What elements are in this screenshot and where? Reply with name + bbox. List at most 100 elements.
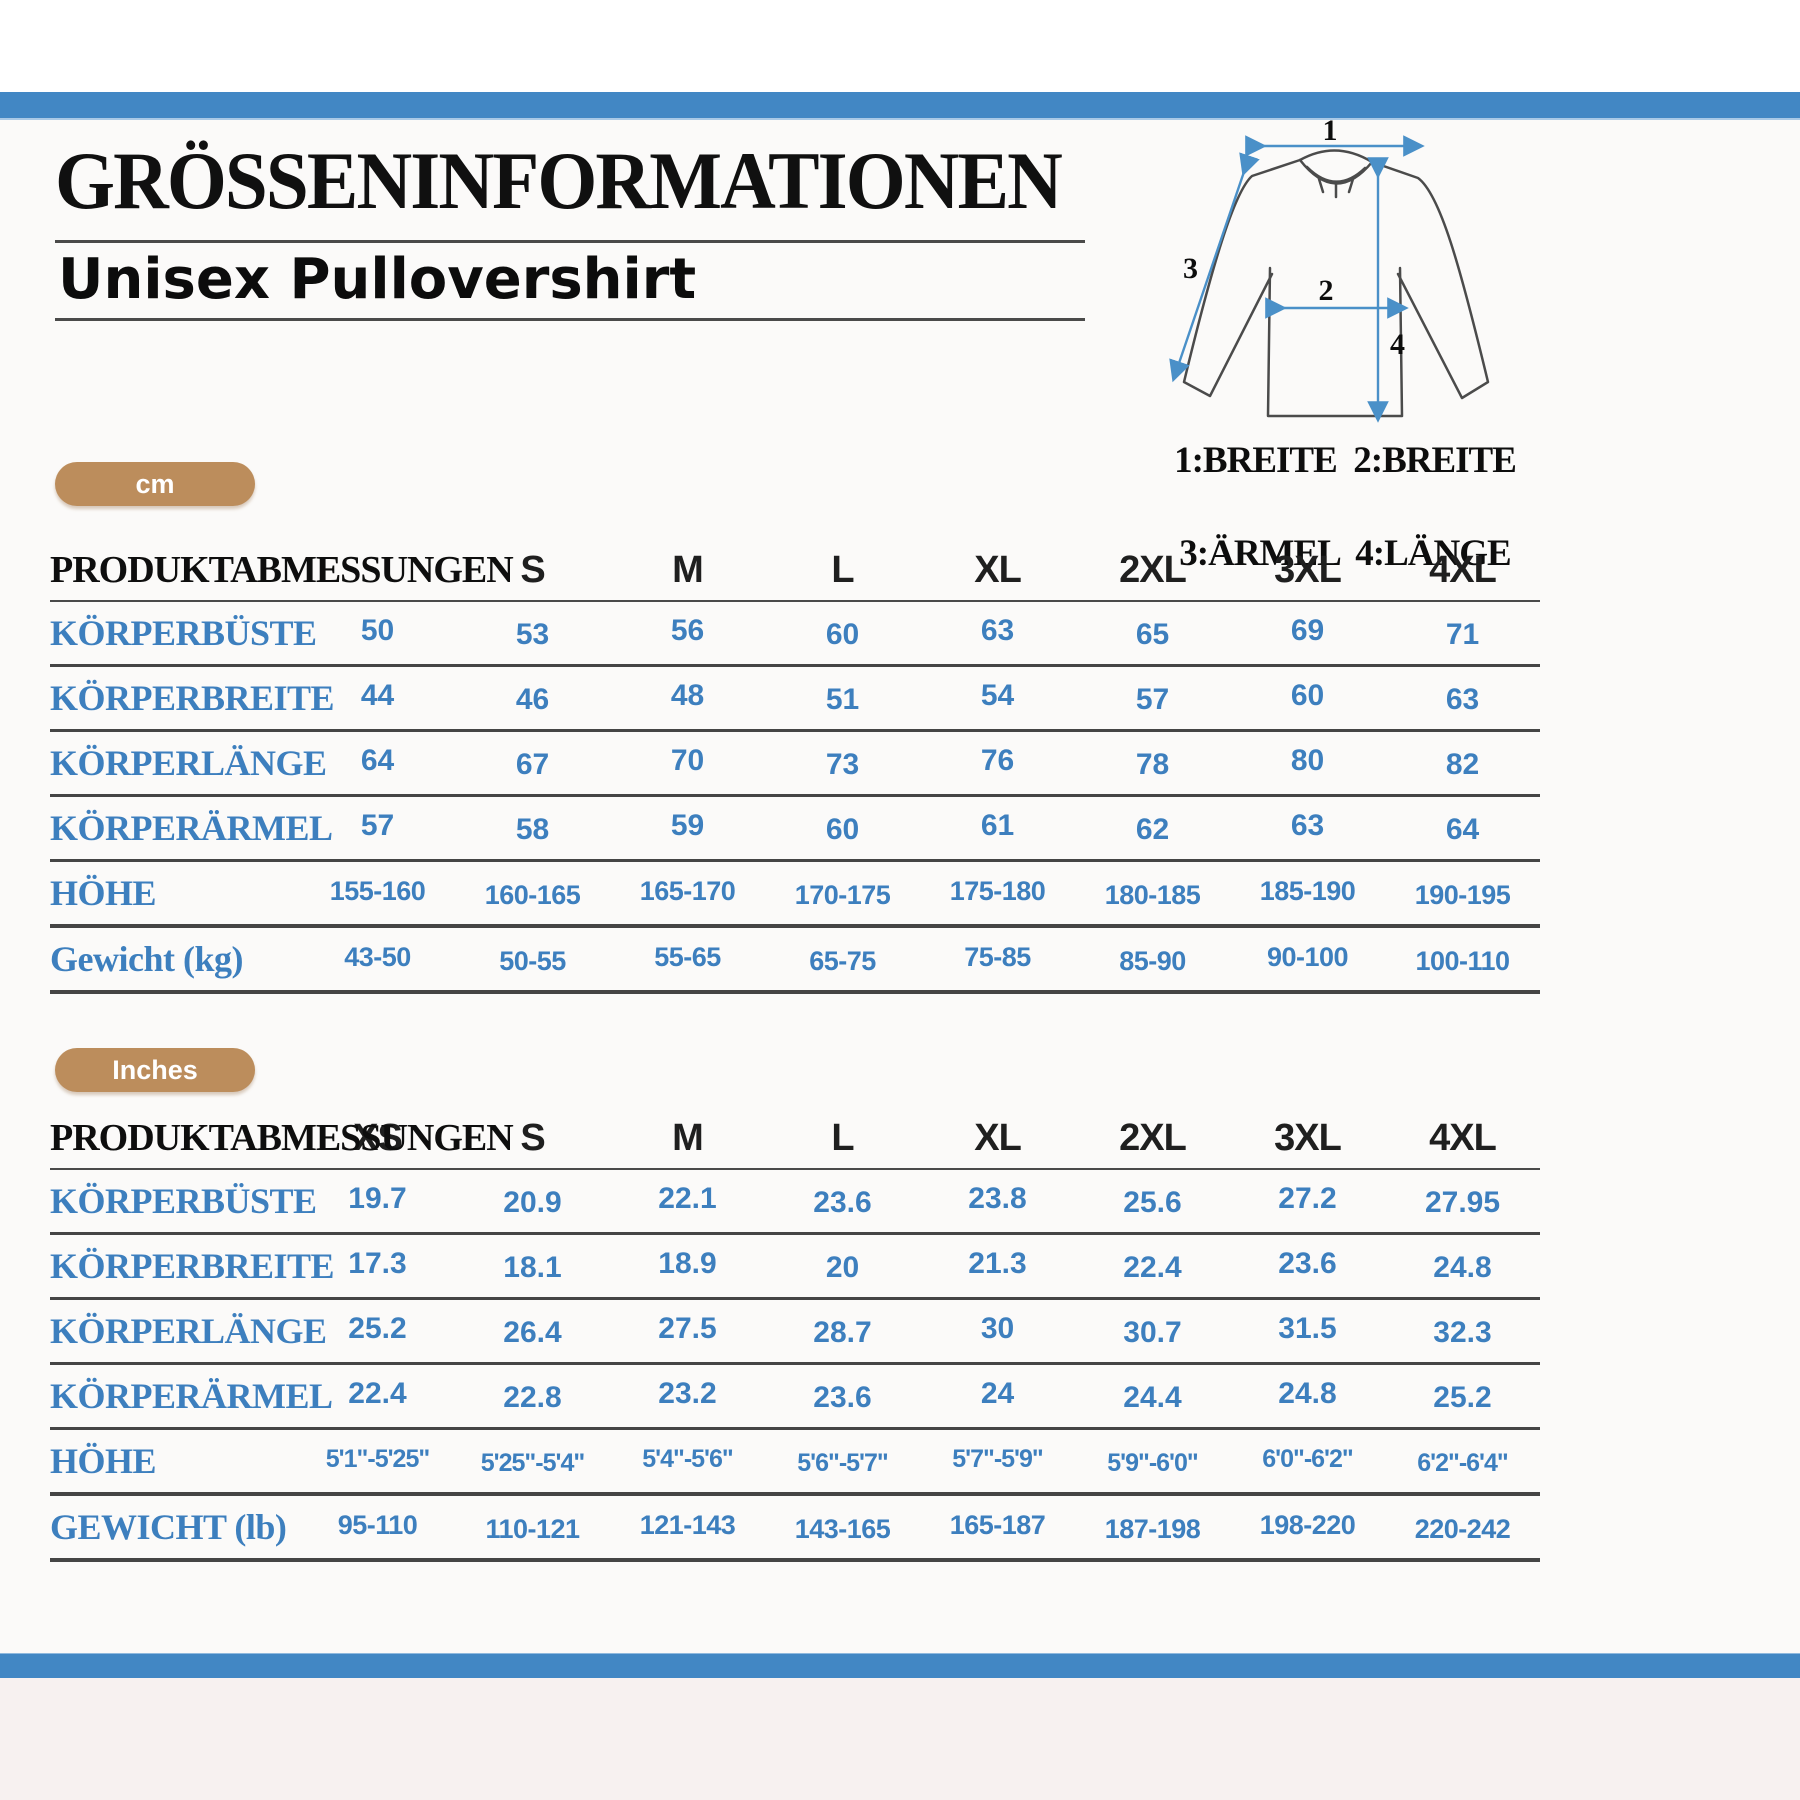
cell-value: 69	[1290, 614, 1325, 647]
cm-size-header-3xl: 3XL	[1274, 548, 1342, 591]
table-row: HÖHE 5'1"-5'25" 5'25"-5'4" 5'4"-5'6" 5'6…	[50, 1430, 1540, 1496]
cell-value: 58	[515, 813, 550, 846]
table-row: KÖRPERBÜSTE 50 53 56 60 63 65 69 71	[50, 602, 1540, 667]
cell-value: 165-170	[639, 875, 736, 906]
cell-value: 95-110	[337, 1509, 418, 1540]
cm-size-header-s: S	[520, 548, 545, 591]
cell-value: 28.7	[813, 1316, 872, 1349]
cell-value: 110-121	[485, 1513, 580, 1544]
table-row: KÖRPERLÄNGE 25.2 26.4 27.5 28.7 30 30.7 …	[50, 1300, 1540, 1365]
cell-value: 22.1	[658, 1182, 717, 1215]
cm-corner-label: PRODUKTABMESSUNGEN	[50, 549, 514, 591]
cell-value: 51	[825, 683, 860, 716]
cell-value: 5'9"-6'0"	[1107, 1448, 1199, 1477]
cell-value: 30	[980, 1312, 1015, 1345]
cell-value: 19.7	[348, 1182, 407, 1215]
cell-value: 23.8	[968, 1182, 1027, 1215]
inches-size-header-4xl: 4XL	[1429, 1116, 1497, 1159]
cell-value: 63	[980, 614, 1015, 647]
cell-value: 56	[670, 614, 705, 647]
footer-band	[0, 1678, 1800, 1800]
cm-size-header-xl: XL	[974, 548, 1022, 591]
inches-size-header-m: M	[672, 1116, 704, 1159]
table-row: KÖRPERLÄNGE 64 67 70 73 76 78 80 82	[50, 732, 1540, 797]
cell-value: 62	[1135, 813, 1170, 846]
legend-line-2: 3:ÄRMEL 4:LÄNGE	[1179, 532, 1511, 574]
cm-size-header-l: L	[831, 548, 854, 591]
table-row: HÖHE 155-160 160-165 165-170 170-175 175…	[50, 862, 1540, 928]
cell-value: 24.4	[1123, 1381, 1182, 1414]
inches-size-table: PRODUKTABMESSUNGEN XS S M L XL 2XL 3XL 4…	[50, 1108, 1540, 1562]
table-row: KÖRPERÄRMEL 22.4 22.8 23.2 23.6 24 24.4 …	[50, 1365, 1540, 1430]
cell-value: 61	[980, 809, 1015, 842]
cell-value: 32.3	[1433, 1316, 1492, 1349]
cell-value: 90-100	[1266, 941, 1349, 972]
title-divider	[55, 240, 1085, 243]
cell-value: 198-220	[1259, 1509, 1356, 1540]
cell-value: 165-187	[949, 1509, 1046, 1540]
arrow-label-3: 3	[1183, 252, 1198, 285]
cell-value: 5'6"-5'7"	[797, 1448, 889, 1477]
cell-value: 160-165	[484, 879, 581, 910]
row-label: KÖRPERBÜSTE	[50, 1181, 317, 1221]
row-label: HÖHE	[50, 1441, 157, 1481]
pullover-shirt-diagram-icon: 1 2 3 4	[1169, 116, 1490, 423]
measure-arrows	[1169, 135, 1425, 423]
row-label: Gewicht (kg)	[50, 939, 243, 979]
cell-value: 17.3	[348, 1247, 407, 1280]
diagram-legend: 1:BREITE 2:BREITE 3:ÄRMEL 4:LÄNGE	[1140, 438, 1550, 577]
row-label: KÖRPERLÄNGE	[50, 743, 327, 783]
cell-value: 170-175	[794, 879, 891, 910]
cell-value: 64	[360, 744, 395, 777]
cell-value: 80	[1290, 744, 1325, 777]
cell-value: 60	[825, 813, 860, 846]
page-title: GRÖSSENINFORMATIONEN	[55, 135, 1063, 226]
inches-corner-label: PRODUKTABMESSUNGEN	[50, 1117, 514, 1159]
inches-size-header-3xl: 3XL	[1274, 1116, 1342, 1159]
inches-size-header-2xl: 2XL	[1119, 1116, 1187, 1159]
unit-badge-cm: cm	[55, 462, 255, 506]
cell-value: 24.8	[1433, 1251, 1492, 1284]
cell-value: 75-85	[964, 941, 1031, 972]
cell-value: 25.6	[1123, 1186, 1182, 1219]
cell-value: 27.2	[1278, 1182, 1337, 1215]
cell-value: 5'25"-5'4"	[480, 1448, 585, 1477]
cell-value: 65-75	[809, 945, 876, 976]
cell-value: 70	[670, 744, 705, 777]
cell-value: 185-190	[1259, 875, 1356, 906]
cell-value: 60	[1290, 679, 1325, 712]
cell-value: 63	[1445, 683, 1480, 716]
inches-table-header-row: PRODUKTABMESSUNGEN XS S M L XL 2XL 3XL 4…	[50, 1108, 1540, 1170]
cell-value: 73	[825, 748, 860, 781]
cell-value: 18.9	[658, 1247, 717, 1280]
cell-value: 53	[515, 618, 550, 651]
cell-value: 54	[980, 679, 1015, 712]
shirt-outline	[1182, 149, 1490, 418]
arrow-label-4: 4	[1390, 328, 1405, 361]
cell-value: 64	[1445, 813, 1480, 846]
cell-value: 67	[515, 748, 550, 781]
cell-value: 59	[670, 809, 705, 842]
inches-size-header-xl: XL	[974, 1116, 1022, 1159]
cell-value: 50	[360, 614, 395, 647]
cell-value: 57	[1135, 683, 1170, 716]
top-white-band	[0, 0, 1800, 92]
cell-value: 71	[1445, 618, 1480, 651]
table-row: KÖRPERÄRMEL 57 58 59 60 61 62 63 64	[50, 797, 1540, 862]
cell-value: 187-198	[1104, 1513, 1201, 1544]
table-row: GEWICHT (lb) 95-110 110-121 121-143 143-…	[50, 1496, 1540, 1562]
cell-value: 63	[1290, 809, 1325, 842]
cell-value: 43-50	[344, 941, 411, 972]
cell-value: 46	[515, 683, 550, 716]
cell-value: 21.3	[968, 1247, 1027, 1280]
cell-value: 100-110	[1415, 945, 1510, 976]
cell-value: 85-90	[1119, 945, 1186, 976]
row-label: KÖRPERÄRMEL	[50, 808, 333, 848]
cell-value: 22.8	[503, 1381, 562, 1414]
cell-value: 48	[670, 679, 705, 712]
cell-value: 27.5	[658, 1312, 717, 1345]
cell-value: 44	[360, 679, 395, 712]
cell-value: 20.9	[503, 1186, 562, 1219]
cell-value: 26.4	[503, 1316, 562, 1349]
top-blue-bar	[0, 92, 1800, 120]
